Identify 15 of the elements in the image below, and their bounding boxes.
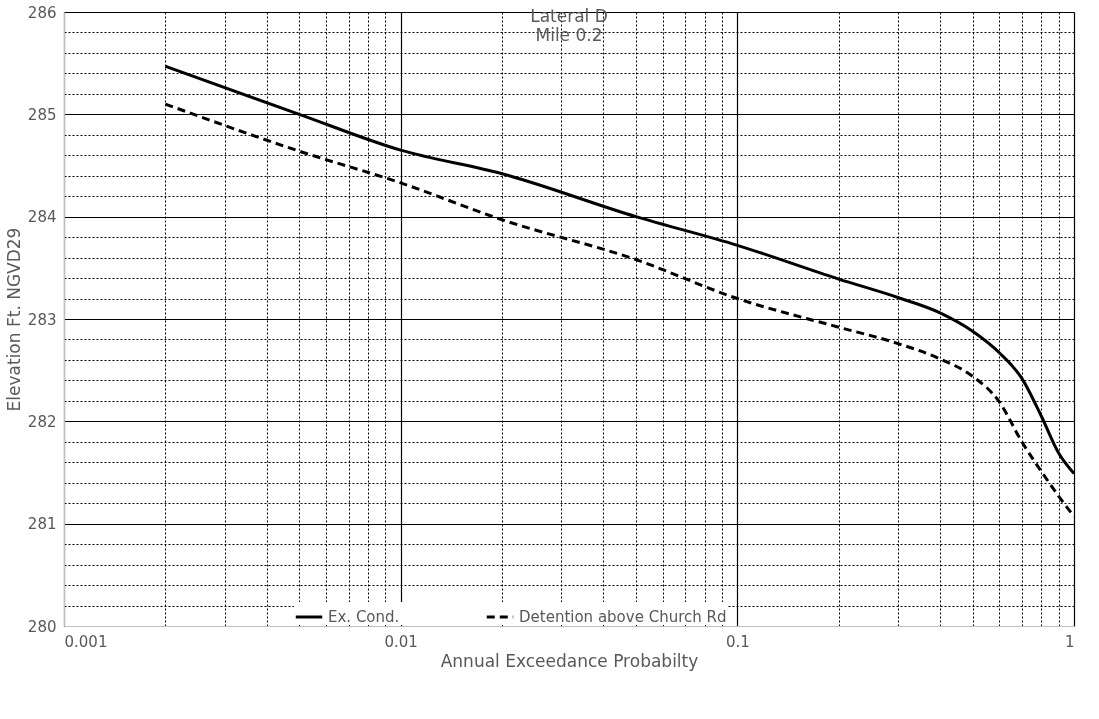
y-tick-label: 286: [27, 3, 57, 22]
x-tick-label: 0.001: [64, 632, 108, 651]
x-tick-label: 0.01: [384, 632, 418, 651]
y-tick-label: 281: [27, 515, 57, 534]
y-tick-label: 284: [27, 208, 57, 227]
x-axis-title: Annual Exceedance Probabilty: [440, 650, 699, 671]
y-tick-label: 285: [27, 105, 57, 124]
legend-label: Ex. Cond.: [328, 608, 400, 626]
x-tick-label: 0.1: [725, 632, 750, 651]
y-tick-label: 283: [27, 310, 57, 329]
y-tick-label: 282: [27, 412, 57, 431]
x-tick-label: 1: [1064, 632, 1075, 651]
y-tick-label: 280: [27, 617, 57, 636]
y-axis-title: Elevation Ft. NGVD29: [3, 227, 24, 412]
legend-label: Detention above Church Rd: [519, 608, 727, 626]
